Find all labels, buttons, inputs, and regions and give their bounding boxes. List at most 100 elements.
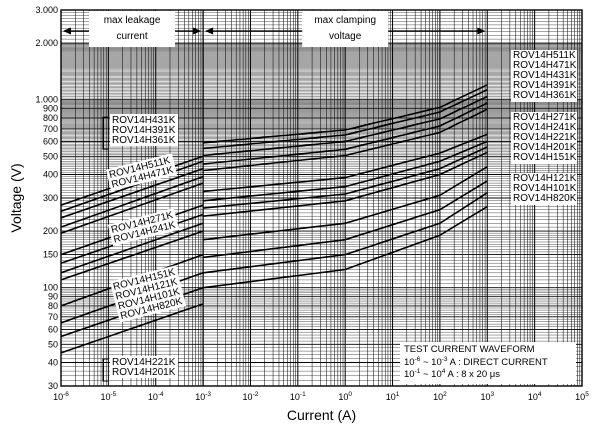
curve-ROV14H820K-clamp [202, 205, 488, 289]
y-tick-label: 3.000 [35, 5, 58, 15]
x-tick-label: 10-4 [148, 391, 164, 402]
curve-ROV14H241K-clamp [203, 140, 488, 202]
x-tick-exponent: 0 [348, 391, 352, 398]
y-tick-label: 600 [43, 136, 58, 146]
note-title: TEST CURRENT WAVEFORM [404, 344, 535, 355]
x-tick-exponent: 4 [538, 391, 542, 398]
curve-ROV14H471K-clamp [203, 88, 488, 150]
series-label-right: ROV14H271K [513, 112, 577, 123]
series-label-right: ROV14H471K [513, 60, 577, 71]
x-tick-label: 10-6 [53, 391, 69, 402]
y-tick-label: 200 [43, 226, 58, 236]
note-text: A : 8 x 20 μs [445, 369, 500, 380]
y-tick-label: 800 [43, 113, 58, 123]
x-tick-label: 104 [528, 391, 542, 402]
note-sep: ~ 10 [420, 357, 441, 368]
x-tick-label: 102 [433, 391, 447, 402]
curve-ROV14H391K-clamp [203, 102, 488, 165]
y-tick-label: 80 [48, 301, 58, 311]
region-arrow-head [205, 27, 214, 35]
x-tick-exponent: 5 [585, 391, 589, 398]
curve-ROV14H471K-leakage [60, 160, 204, 213]
left-label-box [105, 153, 178, 192]
x-tick-exponent: 2 [443, 391, 447, 398]
y-tick-label: 60 [48, 324, 58, 334]
x-tick-exponent: 3 [490, 391, 494, 398]
region-markers: max leakage current max clamping voltage [63, 10, 486, 386]
curve-ROV14H221K-leakage [60, 222, 204, 274]
y-tick-label: 500 [43, 151, 58, 161]
series-label-right: ROV14H361K [513, 90, 577, 101]
curve-ROV14H271K-clamp [203, 133, 488, 193]
y-tick-label: 70 [48, 312, 58, 322]
x-tick-exponent: 1 [396, 391, 400, 398]
curve-ROV14H820K-leakage [60, 303, 204, 354]
x-axis-label: Current (A) [287, 407, 356, 423]
note-line: 10-6 ~ 10-3 A : DIRECT CURRENT [404, 356, 548, 368]
series-label-right: ROV14H511K [513, 50, 576, 61]
series-label-left: ROV14H391K [112, 125, 176, 136]
series-label-right: ROV14H391K [513, 80, 577, 91]
region-arrow-head [477, 27, 486, 35]
x-tick-exponent: -2 [253, 391, 259, 398]
label-bracket [102, 116, 108, 150]
y-tick-label: 700 [43, 124, 58, 134]
region-label-box [302, 11, 389, 47]
series-label-right: ROV14H820K [513, 193, 577, 204]
y-tick-label: 2.000 [35, 38, 58, 48]
series-label-right: ROV14H221K [513, 132, 577, 143]
y-tick-label: 900 [43, 103, 58, 113]
series-label-right: ROV14H151K [513, 152, 577, 163]
left-label-box [109, 265, 187, 323]
y-tick-label: 100 [43, 283, 58, 293]
y-tick-label: 1.000 [35, 95, 58, 105]
x-tick-exponent: -5 [110, 391, 116, 398]
curve-ROV14H121K-clamp [203, 180, 488, 259]
curve-ROV14H101K-clamp [202, 192, 488, 274]
region-label: max leakage [104, 15, 161, 26]
curve-ROV14H511K-clamp [203, 84, 488, 144]
region-arrow-head [63, 27, 71, 35]
note-box [400, 342, 576, 384]
curve-ROV14H361K-leakage [60, 182, 204, 234]
right-label-box [511, 50, 577, 102]
x-tick-labels: 10-6 10-5 10-4 10-3 10-2 10-1 100 101 102 103 104 1… [53, 391, 589, 402]
y-axis-label: Voltage (V) [8, 163, 24, 232]
y-tick-label: 90 [48, 291, 58, 301]
series-label-right: ROV14H121K [513, 173, 577, 184]
y-tick-label: 50 [48, 339, 58, 349]
region-label: max clamping [314, 15, 376, 26]
note-exponent: -3 [442, 356, 448, 363]
curve-ROV14H431K-leakage [60, 167, 204, 219]
curve-ROV14H361K-clamp [203, 108, 488, 172]
region-label-box [89, 11, 176, 47]
note-text: A : DIRECT CURRENT [448, 357, 548, 368]
note-line: 10-1 ~ 104 A : 8 x 20 μs [404, 368, 500, 380]
x-tick-label: 10-3 [195, 391, 211, 402]
region-label: current [116, 31, 147, 42]
x-tick-exponent: -6 [63, 391, 69, 398]
curve-ROV14H221K-clamp [203, 146, 488, 209]
curves [60, 84, 488, 354]
x-tick-label: 100 [338, 391, 352, 402]
note-exponent: 4 [442, 368, 446, 375]
y-tick-label: 30 [48, 381, 58, 391]
series-label-right: ROV14H201K [513, 142, 577, 153]
left-label-box [110, 356, 178, 378]
x-tick-exponent: -1 [300, 391, 306, 398]
x-tick-label: 10-2 [243, 391, 259, 402]
note-exponent: -6 [415, 356, 421, 363]
x-tick-label: 101 [386, 391, 400, 402]
curve-ROV14H201K-leakage [60, 230, 204, 281]
curve-ROV14H151K-clamp [203, 166, 488, 241]
curve-ROV14H431K-clamp [203, 95, 488, 157]
curve-ROV14H391K-leakage [60, 175, 204, 228]
y-tick-label: 40 [48, 358, 58, 368]
series-label-right: ROV14H101K [513, 183, 577, 194]
series-label-left: ROV14H361K [112, 135, 176, 146]
right-label-box [511, 112, 577, 164]
